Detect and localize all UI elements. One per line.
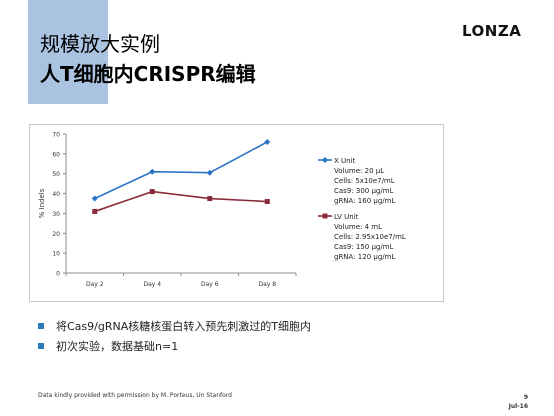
- indels-line-chart: 0 10 20 30 40 50 60 70 Day 2 Day 4 Day 6 Day 8 % Ind…: [38, 132, 406, 289]
- data-point: [92, 208, 98, 214]
- data-point: [264, 138, 271, 145]
- y-tick-label: 70: [52, 132, 60, 139]
- legend-marker: [322, 157, 328, 163]
- legend-detail: gRNA: 120 µg/mL: [334, 253, 395, 261]
- slide-title-line-2: 人T细胞内CRISPR编辑: [40, 62, 256, 86]
- series-line: [94, 190, 268, 213]
- series-line: [94, 141, 268, 200]
- y-tick-label: 30: [52, 211, 60, 218]
- legend-detail: Cas9: 300 µg/mL: [334, 187, 394, 195]
- chart-frame: 0 10 20 30 40 50 60 70 Day 2 Day 4 Day 6 Day 8 % Ind…: [29, 124, 444, 302]
- data-point: [264, 199, 270, 205]
- data-point: [206, 169, 213, 176]
- slide-date: Jul-16: [508, 403, 528, 410]
- y-tick-label: 0: [56, 271, 60, 278]
- data-point: [207, 196, 213, 202]
- legend-series-name: X Unit: [334, 157, 356, 165]
- data-point: [149, 168, 156, 175]
- legend-detail: Volume: 20 µL: [334, 167, 384, 175]
- y-axis-title: % Indels: [38, 188, 46, 218]
- x-tick-label: Day 4: [143, 281, 161, 288]
- bullet-square-icon: [38, 343, 44, 349]
- title-accent-band: [28, 0, 108, 104]
- y-tick-label: 50: [52, 171, 60, 178]
- data-point: [91, 195, 98, 202]
- legend-series-name: LV Unit: [334, 213, 359, 221]
- x-tick-label: Day 2: [86, 281, 104, 288]
- bullet-text: 将Cas9/gRNA核糖核蛋白转入预先刺激过的T细胞内: [56, 320, 311, 333]
- legend-detail: Cells: 5x10e7/mL: [334, 177, 395, 185]
- slide-title-line-1: 规模放大实例: [40, 32, 160, 56]
- legend-detail: gRNA: 160 µg/mL: [334, 197, 395, 205]
- bullet-text: 初次实验，数据基础n=1: [56, 340, 179, 353]
- y-tick-label: 20: [52, 231, 60, 238]
- y-tick-label: 40: [52, 191, 60, 198]
- x-tick-label: Day 8: [258, 281, 276, 288]
- bullet-square-icon: [38, 323, 44, 329]
- footer-credit: Data kindly provided with permission by …: [38, 392, 232, 399]
- y-tick-label: 10: [52, 251, 60, 258]
- y-tick-label: 60: [52, 151, 60, 158]
- legend-detail: Cells: 2.95x10e7/mL: [334, 233, 406, 241]
- x-tick-label: Day 6: [201, 281, 219, 288]
- legend-marker: [322, 213, 328, 219]
- data-point: [149, 189, 155, 195]
- lonza-logo: LONZA: [462, 22, 522, 40]
- legend-detail: Cas9: 150 µg/mL: [334, 243, 394, 251]
- legend-detail: Volume: 4 mL: [334, 223, 382, 231]
- page-number: 9: [523, 394, 528, 401]
